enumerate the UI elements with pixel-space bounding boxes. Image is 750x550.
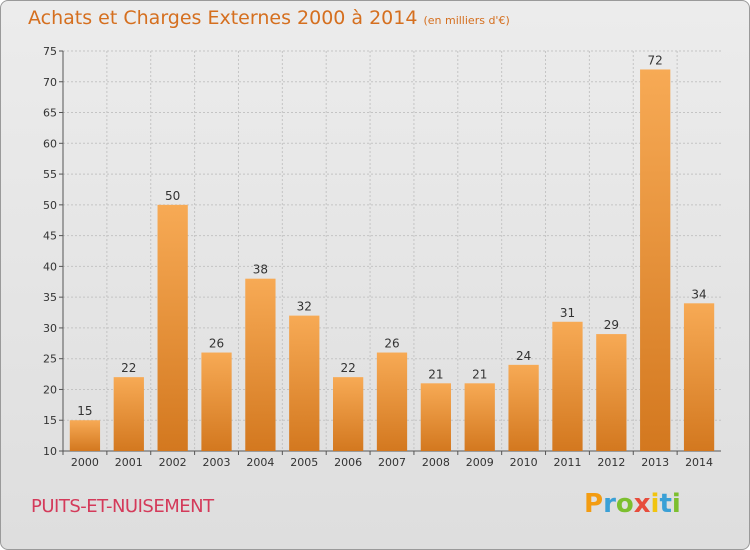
bar <box>508 364 539 451</box>
x-tick-label: 2004 <box>246 456 274 469</box>
x-tick-label: 2006 <box>334 456 362 469</box>
x-tick-label: 2012 <box>597 456 625 469</box>
data-label: 31 <box>560 306 575 320</box>
bar <box>376 352 408 451</box>
data-label: 26 <box>209 337 224 351</box>
x-tick-label: 2003 <box>203 456 231 469</box>
x-tick-label: 2011 <box>553 456 581 469</box>
data-label: 38 <box>253 263 268 277</box>
y-tick-label: 20 <box>43 383 57 396</box>
bar <box>464 383 495 451</box>
x-tick-label: 2002 <box>159 456 187 469</box>
bar <box>640 69 671 451</box>
y-tick-label: 25 <box>43 353 57 366</box>
y-tick-label: 40 <box>43 260 57 273</box>
bar <box>683 303 715 451</box>
bar <box>289 315 320 451</box>
data-label: 29 <box>604 318 619 332</box>
x-tick-label: 2000 <box>71 456 99 469</box>
bar <box>157 204 188 451</box>
y-tick-label: 65 <box>43 107 57 120</box>
y-tick-label: 55 <box>43 168 57 181</box>
bar <box>332 377 364 451</box>
x-tick-label: 2008 <box>422 456 450 469</box>
data-label: 34 <box>691 287 706 301</box>
data-label: 21 <box>472 367 487 381</box>
data-label: 50 <box>165 189 180 203</box>
y-tick-label: 60 <box>43 137 57 150</box>
data-label: 21 <box>428 367 443 381</box>
chart-title: Achats et Charges Externes 2000 à 2014 <box>28 7 418 29</box>
data-label: 32 <box>297 300 312 314</box>
y-tick-label: 30 <box>43 322 57 335</box>
bar <box>420 383 452 451</box>
bar <box>201 352 232 451</box>
x-tick-label: 2014 <box>685 456 713 469</box>
y-tick-label: 75 <box>43 45 57 58</box>
chart-title-block: Achats et Charges Externes 2000 à 2014 (e… <box>28 7 510 29</box>
data-label: 15 <box>77 404 92 418</box>
y-tick-label: 45 <box>43 230 57 243</box>
x-tick-label: 2013 <box>641 456 669 469</box>
data-label: 24 <box>516 349 531 363</box>
y-tick-label: 70 <box>43 76 57 89</box>
x-tick-label: 2009 <box>466 456 494 469</box>
bar <box>113 377 144 451</box>
data-label: 22 <box>121 361 136 375</box>
chart-unit: (en milliers d'€) <box>423 14 510 27</box>
y-tick-label: 10 <box>43 445 57 458</box>
data-label: 22 <box>340 361 355 375</box>
x-tick-label: 2010 <box>510 456 538 469</box>
y-tick-label: 35 <box>43 291 57 304</box>
bar <box>69 420 101 451</box>
data-label: 26 <box>384 337 399 351</box>
x-tick-label: 2005 <box>290 456 318 469</box>
y-tick-label: 50 <box>43 199 57 212</box>
proxiti-logo: Proxiti <box>584 489 681 519</box>
commune-name: PUITS-ET-NUISEMENT <box>31 496 214 517</box>
x-tick-label: 2001 <box>115 456 143 469</box>
y-tick-label: 15 <box>43 414 57 427</box>
x-tick-label: 2007 <box>378 456 406 469</box>
bar <box>596 334 627 451</box>
data-label: 72 <box>648 53 663 67</box>
bar <box>552 321 583 451</box>
bar <box>245 278 276 451</box>
